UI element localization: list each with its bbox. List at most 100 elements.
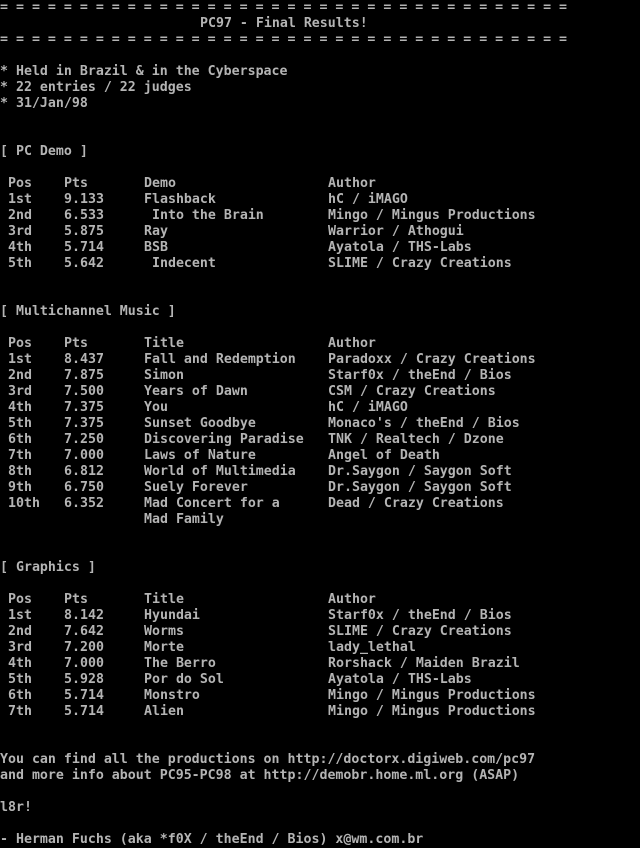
- column-header-row: Pos Pts Title Author: [0, 592, 640, 608]
- cell-title: Simon: [144, 368, 184, 383]
- cell-author: TNK / Realtech / Dzone: [328, 432, 504, 447]
- cell-author: Warrior / Athogui: [328, 224, 464, 239]
- cell-pts: 6.750: [64, 480, 104, 495]
- cell-pts: 6.352: [64, 496, 104, 511]
- table-row: 2nd 6.533 Into the Brain Mingo / Mingus …: [0, 208, 640, 224]
- cell-pts: 7.375: [64, 400, 104, 415]
- cell-pos: 8th: [8, 464, 32, 479]
- cell-pos: 4th: [8, 656, 32, 671]
- table-row: 1st 8.142 Hyundai Starf0x / theEnd / Bio…: [0, 608, 640, 624]
- spacer: [0, 272, 640, 304]
- header-rule-top: = = = = = = = = = = = = = = = = = = = = …: [0, 0, 568, 15]
- column-header-pts: Pts: [64, 592, 88, 607]
- table-row: 1st 8.437 Fall and Redemption Paradoxx /…: [0, 352, 640, 368]
- cell-author: Rorshack / Maiden Brazil: [328, 656, 520, 671]
- info-line-date: * 31/Jan/98: [0, 96, 88, 111]
- cell-title: Suely Forever: [144, 480, 248, 495]
- table-row: 6th 5.714 Monstro Mingo / Mingus Product…: [0, 688, 640, 704]
- signoff: l8r!: [0, 800, 32, 815]
- cell-title: Indecent: [144, 256, 216, 271]
- spacer: [0, 112, 640, 144]
- cell-title: BSB: [144, 240, 168, 255]
- cell-title: Sunset Goodbye: [144, 416, 256, 431]
- spacer: [0, 816, 640, 832]
- cell-author: Dr.Saygon / Saygon Soft: [328, 480, 512, 495]
- header-title-line: PC97 - Final Results!: [0, 16, 640, 32]
- section-heading-graphics: [ Graphics ]: [0, 560, 96, 575]
- table-row: 3rd 7.500 Years of Dawn CSM / Crazy Crea…: [0, 384, 640, 400]
- cell-title: Into the Brain: [144, 208, 264, 223]
- cell-pts: 7.500: [64, 384, 104, 399]
- footer-url-productions: You can find all the productions on http…: [0, 752, 536, 767]
- cell-title: Ray: [144, 224, 168, 239]
- cell-pts: 7.875: [64, 368, 104, 383]
- column-header-row: Pos Pts Demo Author: [0, 176, 640, 192]
- column-header-author: Author: [328, 592, 376, 607]
- cell-author: Starf0x / theEnd / Bios: [328, 368, 512, 383]
- cell-pts: 6.812: [64, 464, 104, 479]
- column-header-author: Author: [328, 336, 376, 351]
- cell-author: SLIME / Crazy Creations: [328, 624, 512, 639]
- spacer: [0, 48, 640, 64]
- cell-title: Fall and Redemption: [144, 352, 296, 367]
- cell-author: Ayatola / THS-Labs: [328, 672, 472, 687]
- cell-author: Ayatola / THS-Labs: [328, 240, 472, 255]
- cell-title: Laws of Nature: [144, 448, 256, 463]
- spacer: [0, 320, 640, 336]
- cell-pts: 5.714: [64, 240, 104, 255]
- info-line-entries: * 22 entries / 22 judges: [0, 80, 192, 95]
- cell-author: Mingo / Mingus Productions: [328, 208, 536, 223]
- cell-pos: 3rd: [8, 640, 32, 655]
- cell-author: Mingo / Mingus Productions: [328, 688, 536, 703]
- table-row: 4th 7.375 You hC / iMAGO: [0, 400, 640, 416]
- cell-pos: 2nd: [8, 624, 32, 639]
- table-row: 7th 7.000 Laws of Nature Angel of Death: [0, 448, 640, 464]
- spacer: [0, 784, 640, 800]
- cell-author: hC / iMAGO: [328, 192, 408, 207]
- cell-author: hC / iMAGO: [328, 400, 408, 415]
- cell-title: World of Multimedia: [144, 464, 296, 479]
- table-row: 4th 7.000 The Berro Rorshack / Maiden Br…: [0, 656, 640, 672]
- cell-title: Discovering Paradise: [144, 432, 304, 447]
- cell-author: CSM / Crazy Creations: [328, 384, 496, 399]
- table-row: 10th 6.352 Mad Concert for a Dead / Craz…: [0, 496, 640, 512]
- cell-pts: 7.000: [64, 448, 104, 463]
- table-row: 3rd 5.875 Ray Warrior / Athogui: [0, 224, 640, 240]
- column-header-title: Title: [144, 336, 184, 351]
- cell-title: Years of Dawn: [144, 384, 248, 399]
- cell-pts: 5.714: [64, 688, 104, 703]
- cell-pts: 7.375: [64, 416, 104, 431]
- cell-pos: 1st: [8, 352, 32, 367]
- cell-title: Alien: [144, 704, 184, 719]
- table-row: 5th 5.642 Indecent SLIME / Crazy Creatio…: [0, 256, 640, 272]
- cell-pos: 6th: [8, 432, 32, 447]
- cell-pos: 5th: [8, 416, 32, 431]
- cell-pos: 7th: [8, 448, 32, 463]
- cell-pos: 6th: [8, 688, 32, 703]
- column-header-row: Pos Pts Title Author: [0, 336, 640, 352]
- cell-pts: 5.714: [64, 704, 104, 719]
- cell-pts: 8.142: [64, 608, 104, 623]
- cell-author: SLIME / Crazy Creations: [328, 256, 512, 271]
- column-header-title: Title: [144, 592, 184, 607]
- table-row: 8th 6.812 World of Multimedia Dr.Saygon …: [0, 464, 640, 480]
- cell-pos: 1st: [8, 608, 32, 623]
- column-header-pos: Pos: [8, 592, 32, 607]
- column-header-demo: Demo: [144, 176, 176, 191]
- cell-pos: 7th: [8, 704, 32, 719]
- cell-pos: 4th: [8, 400, 32, 415]
- cell-pts: 6.533: [64, 208, 104, 223]
- signature: - Herman Fuchs (aka *f0X / theEnd / Bios…: [0, 832, 424, 847]
- cell-pts: 9.133: [64, 192, 104, 207]
- cell-author: Monaco's / theEnd / Bios: [328, 416, 520, 431]
- cell-pos: 10th: [8, 496, 40, 511]
- cell-pos: 5th: [8, 256, 32, 271]
- cell-pts: 7.642: [64, 624, 104, 639]
- table-row: 3rd 7.200 Morte lady_lethal: [0, 640, 640, 656]
- cell-title: Por do Sol: [144, 672, 224, 687]
- cell-title: Monstro: [144, 688, 200, 703]
- cell-pos: 3rd: [8, 384, 32, 399]
- cell-title: Mad Family: [144, 512, 224, 527]
- column-header-author: Author: [328, 176, 376, 191]
